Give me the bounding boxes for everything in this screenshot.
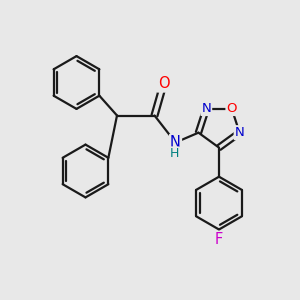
Text: N: N [170,135,181,150]
Text: F: F [215,232,223,247]
Text: H: H [169,147,179,161]
Text: N: N [201,102,211,115]
Text: O: O [158,76,169,92]
Text: N: N [235,126,244,139]
Text: O: O [226,102,237,115]
